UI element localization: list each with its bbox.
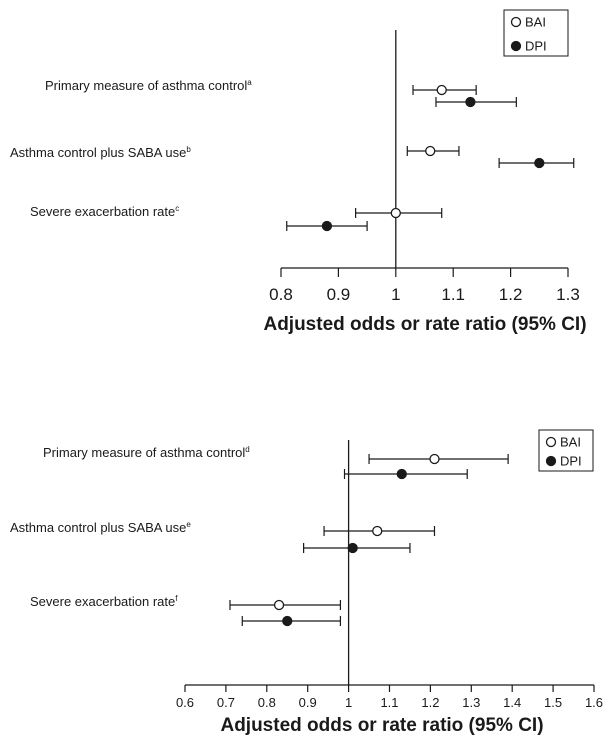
category-label: Asthma control plus SABA useb <box>10 145 191 160</box>
dpi-point <box>347 542 358 554</box>
category-label-text: Severe exacerbation rate <box>30 594 175 609</box>
legend-box <box>538 429 594 472</box>
legend: BAI DPI <box>538 429 594 472</box>
category-label-text: Primary measure of asthma control <box>45 78 247 93</box>
category-footnote-mark: e <box>186 520 191 529</box>
x-tick-label: 1 <box>345 695 352 710</box>
bai-point <box>436 84 447 96</box>
bai-point <box>372 525 383 537</box>
category-label-text: Asthma control plus SABA use <box>10 145 186 160</box>
x-tick-label: 1.1 <box>441 285 465 304</box>
dpi-point <box>321 220 333 232</box>
x-axis-label: Adjusted odds or rate ratio (95% CI) <box>220 715 543 736</box>
category-label: Severe exacerbation ratef <box>30 594 178 609</box>
category-label: Primary measure of asthma controld <box>43 445 250 460</box>
category-label-text: Primary measure of asthma control <box>43 445 245 460</box>
x-tick-label: 1.4 <box>503 695 521 710</box>
x-tick-label: 1.1 <box>380 695 398 710</box>
legend-bai-marker <box>510 16 522 28</box>
legend: BAI DPI <box>503 9 569 57</box>
x-tick-label: 1.3 <box>462 695 480 710</box>
category-label: Primary measure of asthma controla <box>45 78 252 93</box>
category-label-text: Asthma control plus SABA use <box>10 520 186 535</box>
category-footnote-mark: b <box>186 145 191 154</box>
legend-label: DPI <box>560 454 582 469</box>
dpi-point <box>465 96 476 108</box>
x-tick-label: 1.6 <box>585 695 603 710</box>
dpi-point <box>534 157 545 169</box>
category-footnote-mark: c <box>175 204 179 213</box>
x-tick-label: 0.8 <box>258 695 276 710</box>
category-footnote-mark: a <box>247 78 252 87</box>
legend-bai-marker <box>545 436 557 448</box>
legend-dpi-marker <box>510 40 522 52</box>
x-tick-label: 0.8 <box>269 285 293 304</box>
x-tick-label: 0.9 <box>327 285 351 304</box>
dpi-point <box>282 615 293 627</box>
bai-point <box>429 453 440 465</box>
x-tick-label: 1.2 <box>499 285 523 304</box>
legend-label: BAI <box>525 15 546 30</box>
x-axis-label: Adjusted odds or rate ratio (95% CI) <box>263 314 586 335</box>
x-tick-label: 1.3 <box>556 285 580 304</box>
legend-label: BAI <box>560 435 581 450</box>
x-tick-label: 1.2 <box>421 695 439 710</box>
x-tick-label: 0.9 <box>299 695 317 710</box>
bai-point <box>425 145 436 157</box>
dpi-point <box>396 468 407 480</box>
x-tick-label: 1 <box>391 285 400 304</box>
x-tick-label: 0.6 <box>176 695 194 710</box>
bai-point <box>390 207 401 219</box>
chart-panel-1: 0.8 0.9 1 1.1 1.2 1.3 Adjusted odds or rate ra… <box>10 9 587 335</box>
legend-dpi-marker <box>545 455 557 467</box>
legend-label: DPI <box>525 39 547 54</box>
category-footnote-mark: f <box>175 594 178 603</box>
category-label-text: Severe exacerbation rate <box>30 204 175 219</box>
chart-panel-2: 0.6 0.7 0.8 0.9 1 1.1 1.2 1.3 1.4 1.5 1.6 Adjusted … <box>10 429 603 736</box>
category-label: Asthma control plus SABA usee <box>10 520 191 535</box>
x-tick-label: 1.5 <box>544 695 562 710</box>
x-tick-label: 0.7 <box>217 695 235 710</box>
bai-point <box>273 599 285 611</box>
category-label: Severe exacerbation ratec <box>30 204 179 219</box>
category-footnote-mark: d <box>245 445 249 454</box>
